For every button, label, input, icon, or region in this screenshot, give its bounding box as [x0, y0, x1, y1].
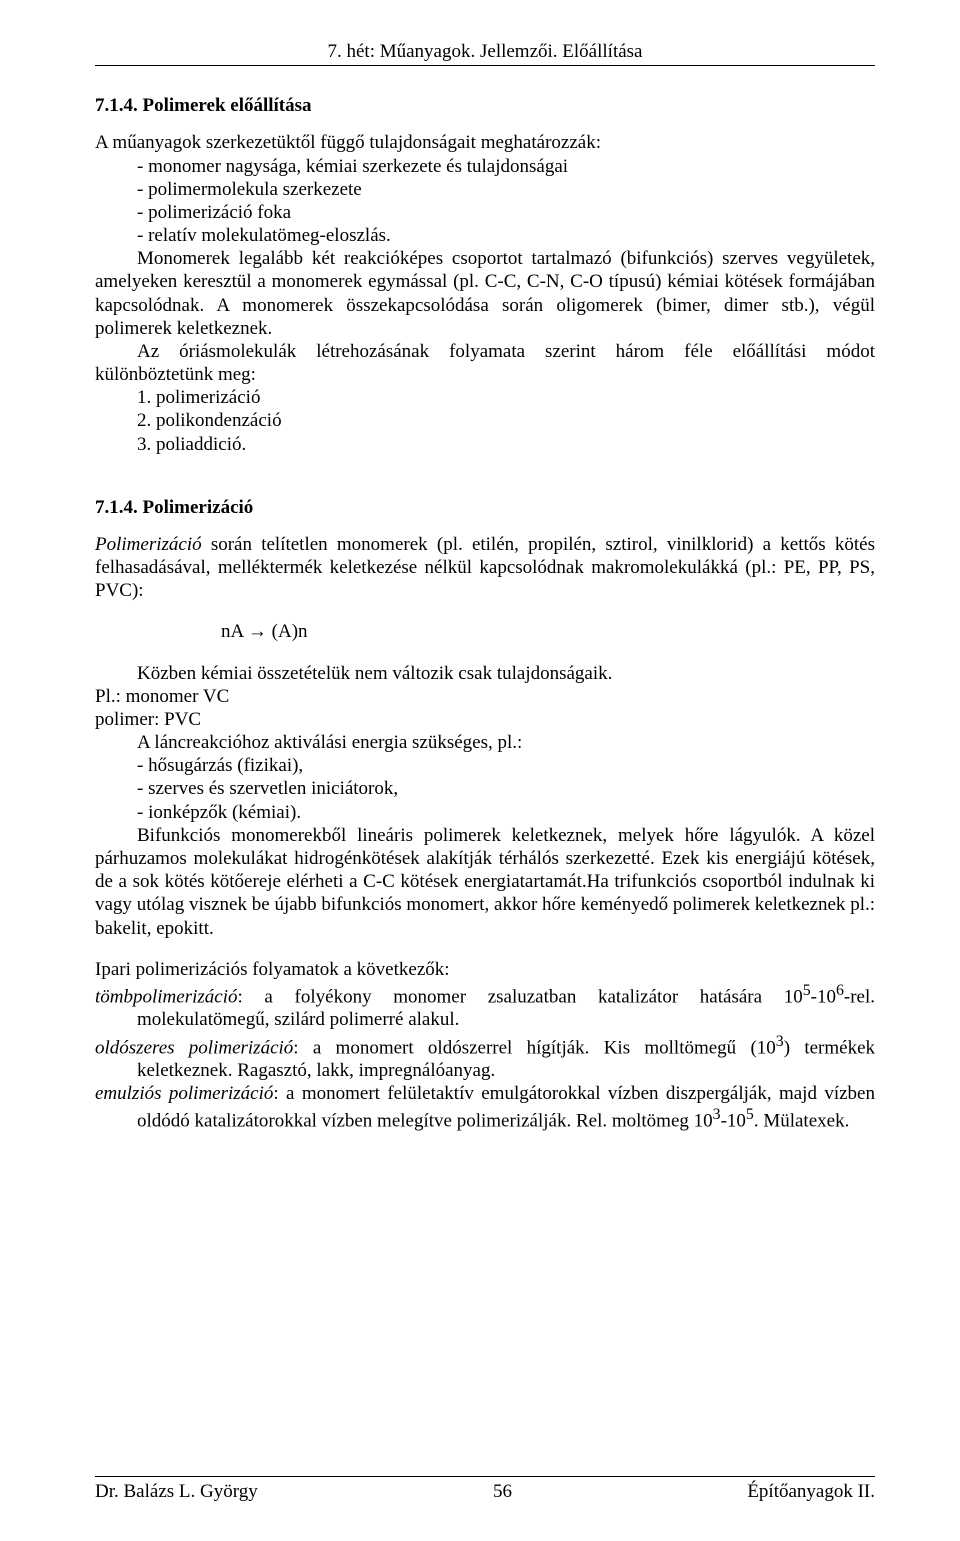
- exponent: 5: [746, 1106, 754, 1123]
- text: . Mülatexek.: [754, 1111, 850, 1132]
- numbered-item: 3. poliaddició.: [137, 433, 875, 456]
- term-polimerizacio: Polimerizáció: [95, 534, 202, 555]
- term-emulzios: emulziós polimerizáció: [95, 1083, 273, 1104]
- page-header: 7. hét: Műanyagok. Jellemzői. Előállítás…: [95, 40, 875, 63]
- bullet-item: - relatív molekulatömeg-eloszlás.: [137, 224, 875, 247]
- footer-book-title: Építőanyagok II.: [747, 1480, 875, 1503]
- monomer-bullets: - monomer nagysága, kémiai szerkezete és…: [137, 155, 875, 248]
- text: -10: [721, 1111, 746, 1132]
- paragraph-monomerek: Monomerek legalább két reakcióképes csop…: [95, 247, 875, 340]
- industrial-item-tomb: tömbpolimerizáció: a folyékony monomer z…: [95, 981, 875, 1032]
- page-footer: Dr. Balázs L. György 56 Építőanyagok II.: [95, 1476, 875, 1503]
- exponent: 6: [836, 982, 844, 999]
- industrial-title: Ipari polimerizációs folyamatok a követk…: [95, 958, 875, 981]
- bullet-item: - ionképzők (kémiai).: [137, 801, 875, 824]
- bullet-item: - hősugárzás (fizikai),: [137, 754, 875, 777]
- activation-bullets: - hősugárzás (fizikai), - szerves és sze…: [137, 754, 875, 824]
- text: : a folyékony monomer zsaluzatban katali…: [238, 986, 803, 1007]
- bullet-item: - szerves és szervetlen iniciátorok,: [137, 777, 875, 800]
- bullet-item: - polimermolekula szerkezete: [137, 178, 875, 201]
- term-tombpolimerizacio: tömbpolimerizáció: [95, 986, 238, 1007]
- reaction-formula: nA → (A)n: [221, 620, 875, 643]
- exponent: 3: [713, 1106, 721, 1123]
- text: során telítetlen monomerek (pl. etilén, …: [95, 534, 875, 601]
- line-polimer-pvc: polimer: PVC: [95, 708, 875, 731]
- page: 7. hét: Műanyagok. Jellemzői. Előállítás…: [0, 0, 960, 1541]
- spacer: [95, 940, 875, 958]
- numbered-item: 1. polimerizáció: [137, 386, 875, 409]
- paragraph-polimerizacio-def: Polimerizáció során telítetlen monomerek…: [95, 533, 875, 603]
- exponent: 3: [776, 1033, 784, 1050]
- text: -10: [811, 986, 836, 1007]
- paragraph-lancreakcio: A láncreakcióhoz aktiválási energia szük…: [95, 731, 875, 754]
- footer-rule: [95, 1476, 875, 1477]
- numbered-list: 1. polimerizáció 2. polikondenzáció 3. p…: [137, 386, 875, 456]
- industrial-item-emulzios: emulziós polimerizáció: a monomert felül…: [95, 1082, 875, 1133]
- bullet-item: - monomer nagysága, kémiai szerkezete és…: [137, 155, 875, 178]
- paragraph-bifunkcios: Bifunkciós monomerekből lineáris polimer…: [95, 824, 875, 940]
- paragraph-kozben: Közben kémiai összetételük nem változik …: [95, 662, 875, 685]
- section-title-1: 7.1.4. Polimerek előállítása: [95, 94, 875, 117]
- term-oldoszeres: oldószeres polimerizáció: [95, 1037, 293, 1058]
- bullet-item: - polimerizáció foka: [137, 201, 875, 224]
- exponent: 5: [803, 982, 811, 999]
- footer-row: Dr. Balázs L. György 56 Építőanyagok II.: [95, 1480, 875, 1503]
- numbered-item: 2. polikondenzáció: [137, 409, 875, 432]
- footer-author: Dr. Balázs L. György: [95, 1480, 258, 1503]
- header-rule: [95, 65, 875, 66]
- paragraph-oriasmolekulak: Az óriásmolekulák létrehozásának folyama…: [95, 340, 875, 386]
- intro-line: A műanyagok szerkezetüktől függő tulajdo…: [95, 131, 875, 154]
- industrial-item-oldoszeres: oldószeres polimerizáció: a monomert old…: [95, 1032, 875, 1083]
- footer-page-number: 56: [493, 1480, 512, 1503]
- line-monomer-vc: Pl.: monomer VC: [95, 685, 875, 708]
- section-title-2: 7.1.4. Polimerizáció: [95, 496, 875, 519]
- text: : a monomert oldószerrel hígítják. Kis m…: [293, 1037, 776, 1058]
